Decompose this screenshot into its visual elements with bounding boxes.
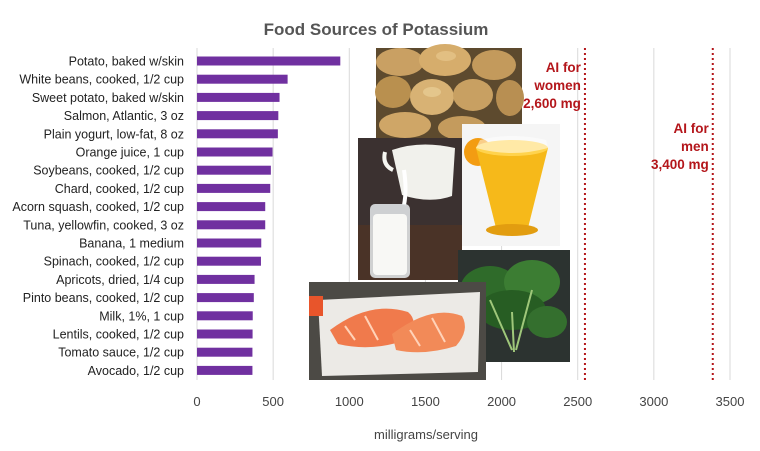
bar xyxy=(197,256,261,266)
bar xyxy=(197,220,266,230)
category-label: Spinach, cooked, 1/2 cup xyxy=(44,255,184,269)
category-label: Chard, cooked, 1/2 cup xyxy=(55,182,184,196)
category-label: Acorn squash, cooked, 1/2 cup xyxy=(12,200,184,214)
category-labels: Potato, baked w/skin White beans, cooked,… xyxy=(12,55,184,378)
category-label: Plain yogurt, low-fat, 8 oz xyxy=(44,127,184,141)
category-label: Pinto beans, cooked, 1/2 cup xyxy=(23,291,184,305)
bar xyxy=(197,202,266,212)
bar xyxy=(197,92,280,102)
photo-collage xyxy=(309,44,570,380)
x-tick-label: 0 xyxy=(193,394,200,409)
x-tick-label: 3500 xyxy=(716,394,745,409)
bar xyxy=(197,347,253,357)
category-label: Potato, baked w/skin xyxy=(69,55,184,69)
category-label: Tuna, yellowfin, cooked, 3 oz xyxy=(23,218,184,232)
bar xyxy=(197,311,253,321)
category-label: Avocado, 1/2 cup xyxy=(88,364,184,378)
reference-label: AI for xyxy=(546,60,582,75)
category-label: Sweet potato, baked w/skin xyxy=(32,91,184,105)
bars xyxy=(197,56,341,375)
bar xyxy=(197,74,288,84)
category-label: Banana, 1 medium xyxy=(79,237,184,251)
category-label: Tomato sauce, 1/2 cup xyxy=(58,346,184,360)
bar xyxy=(197,238,262,248)
category-label: Milk, 1%, 1 cup xyxy=(99,309,184,323)
x-tick-label: 1000 xyxy=(335,394,364,409)
category-label: Lentils, cooked, 1/2 cup xyxy=(53,328,184,342)
category-label: Salmon, Atlantic, 3 oz xyxy=(64,109,184,123)
category-label: White beans, cooked, 1/2 cup xyxy=(19,73,184,87)
reference-label: 2,600 mg xyxy=(523,96,581,111)
bar xyxy=(197,365,253,375)
milk-photo xyxy=(358,138,462,280)
category-label: Orange juice, 1 cup xyxy=(76,146,184,160)
x-tick-label: 500 xyxy=(262,394,284,409)
bar xyxy=(197,165,271,175)
reference-label: AI for xyxy=(674,121,710,136)
bar xyxy=(197,129,278,139)
reference-lines: AI for women 2,600 mg AI for men 3,400 mg xyxy=(523,48,714,382)
bar xyxy=(197,147,273,157)
x-tick-label: 3000 xyxy=(639,394,668,409)
reference-label: men xyxy=(681,139,709,154)
chart-title: Food Sources of Potassium xyxy=(264,20,489,39)
bar xyxy=(197,183,271,193)
x-tick-labels: 0 500 1000 1500 2000 2500 3000 3500 xyxy=(193,394,744,409)
x-axis-label: milligrams/serving xyxy=(374,427,478,442)
reference-label: women xyxy=(533,78,581,93)
bar xyxy=(197,274,255,284)
salmon-photo xyxy=(309,282,486,380)
orange-juice-photo xyxy=(462,124,560,246)
x-tick-label: 2000 xyxy=(487,394,516,409)
reference-label: 3,400 mg xyxy=(651,157,709,172)
x-tick-label: 1500 xyxy=(411,394,440,409)
bar xyxy=(197,293,254,303)
category-label: Soybeans, cooked, 1/2 cup xyxy=(33,164,184,178)
bar xyxy=(197,111,279,121)
category-label: Apricots, dried, 1/4 cup xyxy=(56,273,184,287)
bar xyxy=(197,329,253,339)
x-tick-label: 2500 xyxy=(563,394,592,409)
bar xyxy=(197,56,341,66)
